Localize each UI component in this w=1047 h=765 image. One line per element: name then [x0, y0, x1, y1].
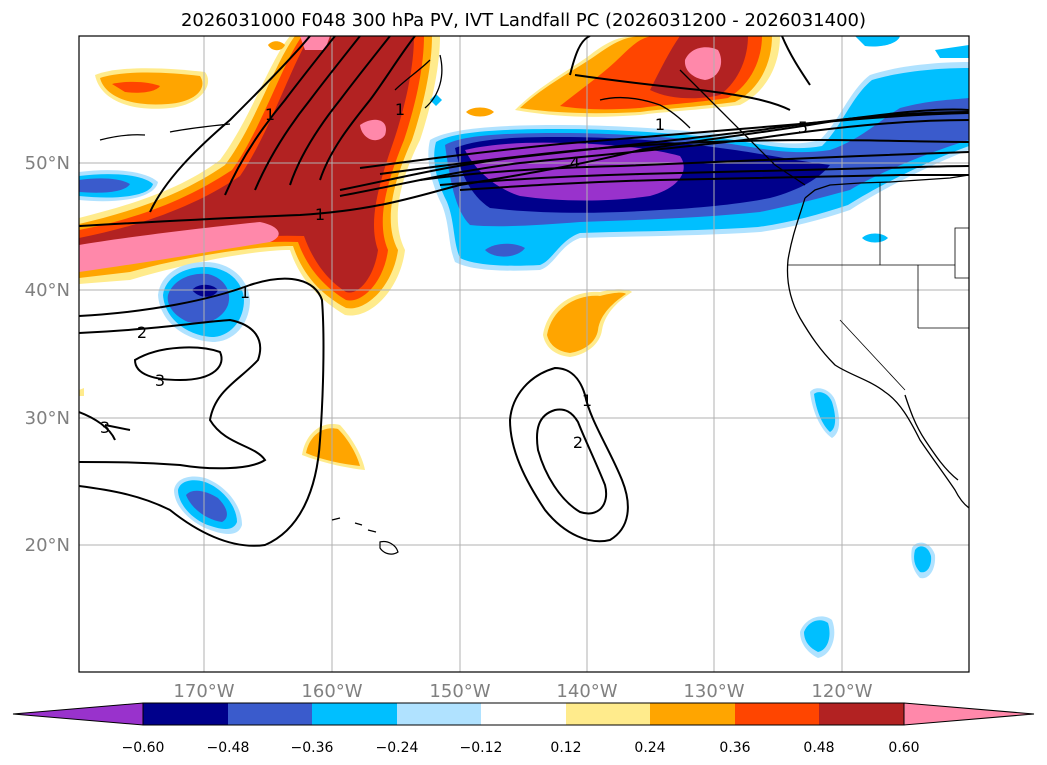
map-plot-area: 1 1 1 1 1 1 2 2 3 3 4 5 [79, 36, 969, 672]
colorbar-tick-label: 0.12 [550, 740, 581, 756]
colorbar-tick-label: 0.36 [719, 740, 750, 756]
lon-label-120w: 120°W [811, 681, 872, 702]
colorbar-tick-label: 0.48 [803, 740, 834, 756]
contour-label: 1 [582, 391, 592, 410]
colorbar-tick-label: −0.36 [291, 740, 334, 756]
colorbar-segment [397, 703, 481, 725]
map-frame [78, 35, 970, 673]
colorbar-extend-high [903, 702, 1035, 726]
lat-label-50n: 50°N [25, 153, 70, 174]
colorbar-tick-label: −0.48 [207, 740, 250, 756]
map-title: 2026031000 F048 300 hPa PV, IVT Landfall… [180, 10, 867, 31]
contour-label: 2 [137, 323, 147, 342]
lon-label-170w: 170°W [173, 681, 234, 702]
state-borders [788, 182, 969, 391]
lat-label-30n: 30°N [25, 408, 70, 429]
colorbar-segment [819, 703, 904, 725]
colorbar-segment [143, 703, 228, 725]
colorbar-tick-label: −0.60 [122, 740, 165, 756]
contour-labels: 1 1 1 1 1 1 2 2 3 3 4 5 [100, 100, 808, 452]
lat-label-20n: 20°N [25, 535, 70, 556]
lon-label-140w: 140°W [556, 681, 617, 702]
colorbar-segment [312, 703, 397, 725]
lon-label-130w: 130°W [683, 681, 744, 702]
contour-label: 1 [395, 100, 405, 119]
contour-label: 3 [100, 418, 110, 437]
positive-anomaly-west-pacific [79, 36, 440, 316]
contour-label: 1 [265, 105, 275, 124]
colorbar-segment [650, 703, 735, 725]
colorbar-segment [566, 703, 650, 725]
colorbar-segment [481, 703, 566, 725]
contour-label: 1 [655, 115, 665, 134]
contour-label: 5 [798, 118, 808, 137]
lat-label-40n: 40°N [25, 280, 70, 301]
hawaii-islands [331, 517, 399, 555]
lon-label-160w: 160°W [301, 681, 362, 702]
colorbar-tick-label: 0.60 [888, 740, 919, 756]
colorbar-extend-low [12, 702, 144, 726]
gridlines [79, 36, 969, 672]
latitude-labels: 50°N 40°N 30°N 20°N [25, 153, 70, 556]
contour-label: 1 [240, 283, 250, 302]
colorbar-segment [735, 703, 819, 725]
contour-label: 3 [155, 371, 165, 390]
colorbar-tick-label: 0.24 [634, 740, 665, 756]
contour-label: 1 [315, 205, 325, 224]
longitude-labels: 170°W 160°W 150°W 140°W 130°W 120°W [173, 681, 872, 702]
lon-label-150w: 150°W [429, 681, 490, 702]
colorbar: −0.60 −0.48 −0.36 −0.24 −0.12 0.12 0.24 … [12, 702, 1035, 756]
colorbar-segment [228, 703, 312, 725]
colorbar-tick-label: −0.12 [460, 740, 503, 756]
contour-label: 4 [570, 153, 580, 172]
colorbar-tick-label: −0.24 [376, 740, 419, 756]
contour-label: 2 [573, 433, 583, 452]
pv-contours [79, 36, 969, 547]
